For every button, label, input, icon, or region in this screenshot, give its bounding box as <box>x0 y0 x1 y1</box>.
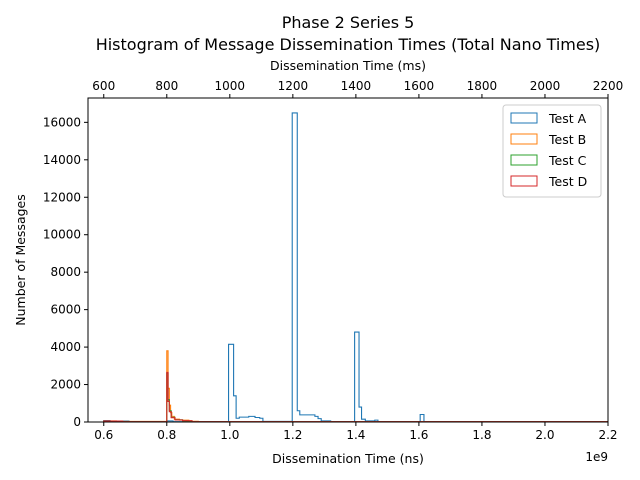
top-x-tick-label: 2200 <box>593 79 624 93</box>
top-x-tick-label: 2000 <box>530 79 561 93</box>
x-tick-label: 1.2 <box>283 428 302 442</box>
y-tick-label: 12000 <box>43 190 81 204</box>
x-tick-label: 0.6 <box>94 428 113 442</box>
series-test-d-step <box>103 371 608 423</box>
y-tick-label: 6000 <box>50 303 81 317</box>
top-x-tick-label: 1600 <box>404 79 435 93</box>
legend-swatch <box>510 133 538 145</box>
x-tick-label: 0.8 <box>157 428 176 442</box>
top-x-axis-label: Dissemination Time (ms) <box>270 58 426 73</box>
series-test-c-step <box>103 372 608 423</box>
legend-label: Test D <box>548 174 587 189</box>
plot-frame <box>87 97 609 423</box>
chart-subtitle: Histogram of Message Dissemination Times… <box>96 35 601 54</box>
y-tick-label: 4000 <box>50 340 81 354</box>
legend-box <box>502 104 602 198</box>
series-test-a-step <box>103 112 608 423</box>
legend: Test A Test B Test C Test D <box>502 104 602 198</box>
x-ticks-bottom: 0.6 0.8 1.0 1.2 1.4 1.6 1.8 2.0 2.2 <box>94 422 618 442</box>
x-tick-label: 2.0 <box>535 428 554 442</box>
legend-swatch <box>510 175 538 187</box>
x-tick-label: 1.6 <box>409 428 428 442</box>
x-tick-label: 1.8 <box>472 428 491 442</box>
y-ticks: 0 2000 4000 6000 8000 10000 12000 14000 16000 <box>43 115 88 429</box>
top-x-tick-label: 1800 <box>467 79 498 93</box>
legend-label: Test B <box>548 132 586 147</box>
x-tick-label: 1.4 <box>346 428 365 442</box>
top-x-tick-label: 1200 <box>278 79 309 93</box>
x-ticks-top: 600 800 1000 1200 1400 1600 1800 2000 2200 <box>92 79 623 98</box>
x-axis-multiplier: 1e9 <box>585 450 608 464</box>
y-tick-label: 16000 <box>43 115 81 129</box>
y-tick-label: 8000 <box>50 265 81 279</box>
top-x-tick-label: 1000 <box>215 79 246 93</box>
x-axis-label: Dissemination Time (ns) <box>272 451 424 466</box>
chart-title: Phase 2 Series 5 <box>282 13 415 32</box>
y-tick-label: 0 <box>73 415 81 429</box>
series-test-b-step <box>103 350 608 423</box>
x-tick-label: 1.0 <box>220 428 239 442</box>
y-tick-label: 2000 <box>50 378 81 392</box>
legend-label: Test A <box>548 111 587 126</box>
x-tick-label: 2.2 <box>598 428 617 442</box>
top-x-tick-label: 600 <box>92 79 115 93</box>
y-tick-label: 14000 <box>43 153 81 167</box>
top-x-tick-label: 800 <box>155 79 178 93</box>
top-x-tick-label: 1400 <box>341 79 372 93</box>
legend-swatch <box>510 112 538 124</box>
y-tick-label: 10000 <box>43 228 81 242</box>
legend-label: Test C <box>548 153 587 168</box>
y-axis-label: Number of Messages <box>13 194 28 326</box>
legend-swatch <box>510 154 538 166</box>
